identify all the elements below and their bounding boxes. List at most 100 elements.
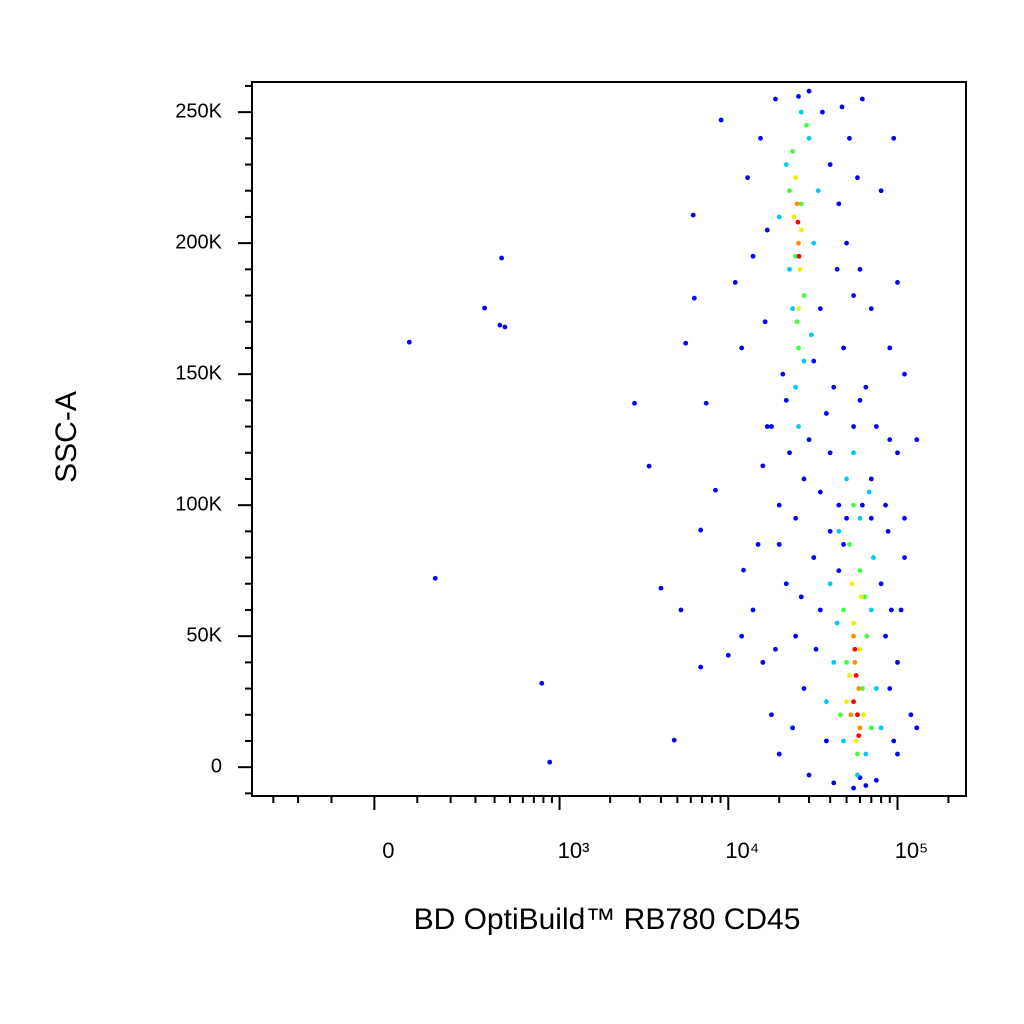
point bbox=[482, 305, 488, 311]
y-tick-label: 100K bbox=[175, 493, 222, 515]
point bbox=[796, 94, 801, 99]
point bbox=[813, 646, 819, 652]
point bbox=[851, 620, 856, 626]
point bbox=[885, 528, 891, 534]
point bbox=[769, 712, 774, 718]
point bbox=[806, 135, 812, 141]
point bbox=[769, 424, 774, 429]
point bbox=[773, 646, 778, 652]
point bbox=[760, 659, 766, 665]
point bbox=[859, 686, 865, 691]
point bbox=[844, 659, 849, 665]
point bbox=[755, 542, 761, 547]
x-tick-label: 10³ bbox=[558, 838, 590, 863]
point bbox=[863, 751, 869, 757]
point bbox=[863, 783, 869, 788]
y-tick-label: 200K bbox=[175, 231, 222, 253]
point bbox=[801, 293, 807, 298]
point bbox=[878, 581, 884, 587]
point bbox=[809, 332, 814, 338]
point bbox=[732, 280, 738, 285]
point bbox=[796, 345, 801, 351]
point bbox=[887, 686, 893, 691]
point bbox=[776, 214, 782, 220]
point bbox=[783, 162, 789, 167]
point bbox=[836, 528, 842, 534]
point bbox=[806, 437, 812, 443]
point bbox=[811, 555, 817, 560]
point bbox=[790, 306, 796, 312]
point bbox=[725, 652, 731, 658]
point bbox=[914, 437, 920, 443]
point bbox=[847, 673, 852, 678]
point bbox=[868, 306, 874, 312]
x-axis-label: BD OptiBuild™ RB780 CD45 bbox=[414, 903, 801, 936]
point bbox=[646, 463, 652, 469]
point bbox=[798, 227, 804, 233]
x-tick-label: 10⁴ bbox=[725, 838, 759, 863]
point bbox=[883, 502, 888, 508]
point bbox=[632, 400, 637, 406]
point bbox=[847, 135, 852, 141]
point bbox=[539, 680, 545, 686]
point bbox=[801, 686, 807, 691]
point bbox=[834, 620, 840, 626]
point bbox=[796, 424, 801, 429]
point bbox=[811, 240, 817, 246]
point bbox=[811, 358, 817, 364]
point bbox=[793, 633, 799, 639]
point bbox=[671, 737, 677, 743]
point bbox=[841, 542, 846, 547]
point bbox=[839, 104, 845, 110]
point bbox=[851, 293, 856, 298]
point bbox=[857, 568, 863, 574]
point bbox=[815, 188, 821, 194]
point bbox=[790, 149, 796, 154]
point bbox=[758, 135, 763, 141]
point bbox=[823, 699, 829, 705]
point bbox=[887, 437, 893, 443]
point bbox=[739, 345, 745, 351]
point bbox=[895, 659, 900, 665]
point bbox=[497, 322, 503, 328]
point bbox=[764, 227, 770, 233]
point bbox=[787, 450, 792, 456]
plot-points bbox=[406, 88, 920, 791]
point bbox=[868, 515, 874, 521]
y-tick-label: 150K bbox=[175, 362, 222, 384]
point bbox=[851, 633, 856, 639]
point bbox=[499, 255, 504, 261]
point bbox=[878, 725, 884, 731]
point bbox=[857, 266, 863, 272]
x-tick-label: 0 bbox=[382, 838, 394, 863]
point bbox=[683, 340, 689, 346]
point bbox=[861, 712, 866, 718]
point bbox=[817, 489, 823, 495]
point bbox=[859, 502, 865, 508]
point bbox=[776, 542, 782, 547]
point bbox=[827, 528, 833, 534]
point bbox=[794, 319, 800, 325]
point bbox=[863, 384, 869, 390]
point bbox=[764, 424, 770, 429]
point bbox=[862, 594, 868, 600]
point bbox=[713, 487, 718, 493]
point bbox=[851, 785, 856, 791]
point bbox=[794, 201, 800, 207]
point bbox=[502, 324, 508, 330]
point bbox=[902, 515, 907, 521]
point bbox=[895, 450, 900, 456]
point bbox=[895, 280, 900, 285]
point bbox=[798, 201, 804, 207]
point bbox=[776, 502, 782, 508]
y-tick-label: 250K bbox=[175, 100, 222, 122]
point bbox=[791, 214, 797, 220]
point bbox=[806, 88, 812, 94]
point bbox=[841, 345, 846, 351]
point bbox=[547, 759, 553, 765]
point bbox=[844, 240, 849, 246]
point bbox=[855, 175, 860, 181]
point bbox=[888, 607, 894, 613]
point bbox=[841, 738, 846, 744]
